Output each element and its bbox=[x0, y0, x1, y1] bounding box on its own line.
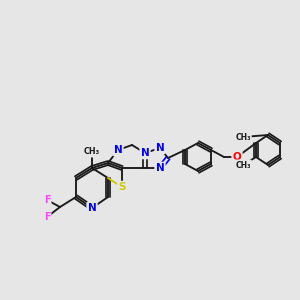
Text: N: N bbox=[141, 148, 149, 158]
Text: N: N bbox=[88, 203, 96, 213]
Text: CH₃: CH₃ bbox=[84, 148, 100, 157]
Text: N: N bbox=[114, 145, 122, 155]
Text: CH₃: CH₃ bbox=[235, 133, 251, 142]
Text: N: N bbox=[156, 163, 164, 173]
Text: F: F bbox=[44, 195, 50, 205]
Text: CH₃: CH₃ bbox=[235, 160, 251, 169]
Text: N: N bbox=[156, 143, 164, 153]
Text: F: F bbox=[44, 212, 50, 222]
Text: O: O bbox=[232, 152, 242, 162]
Text: S: S bbox=[118, 182, 126, 192]
